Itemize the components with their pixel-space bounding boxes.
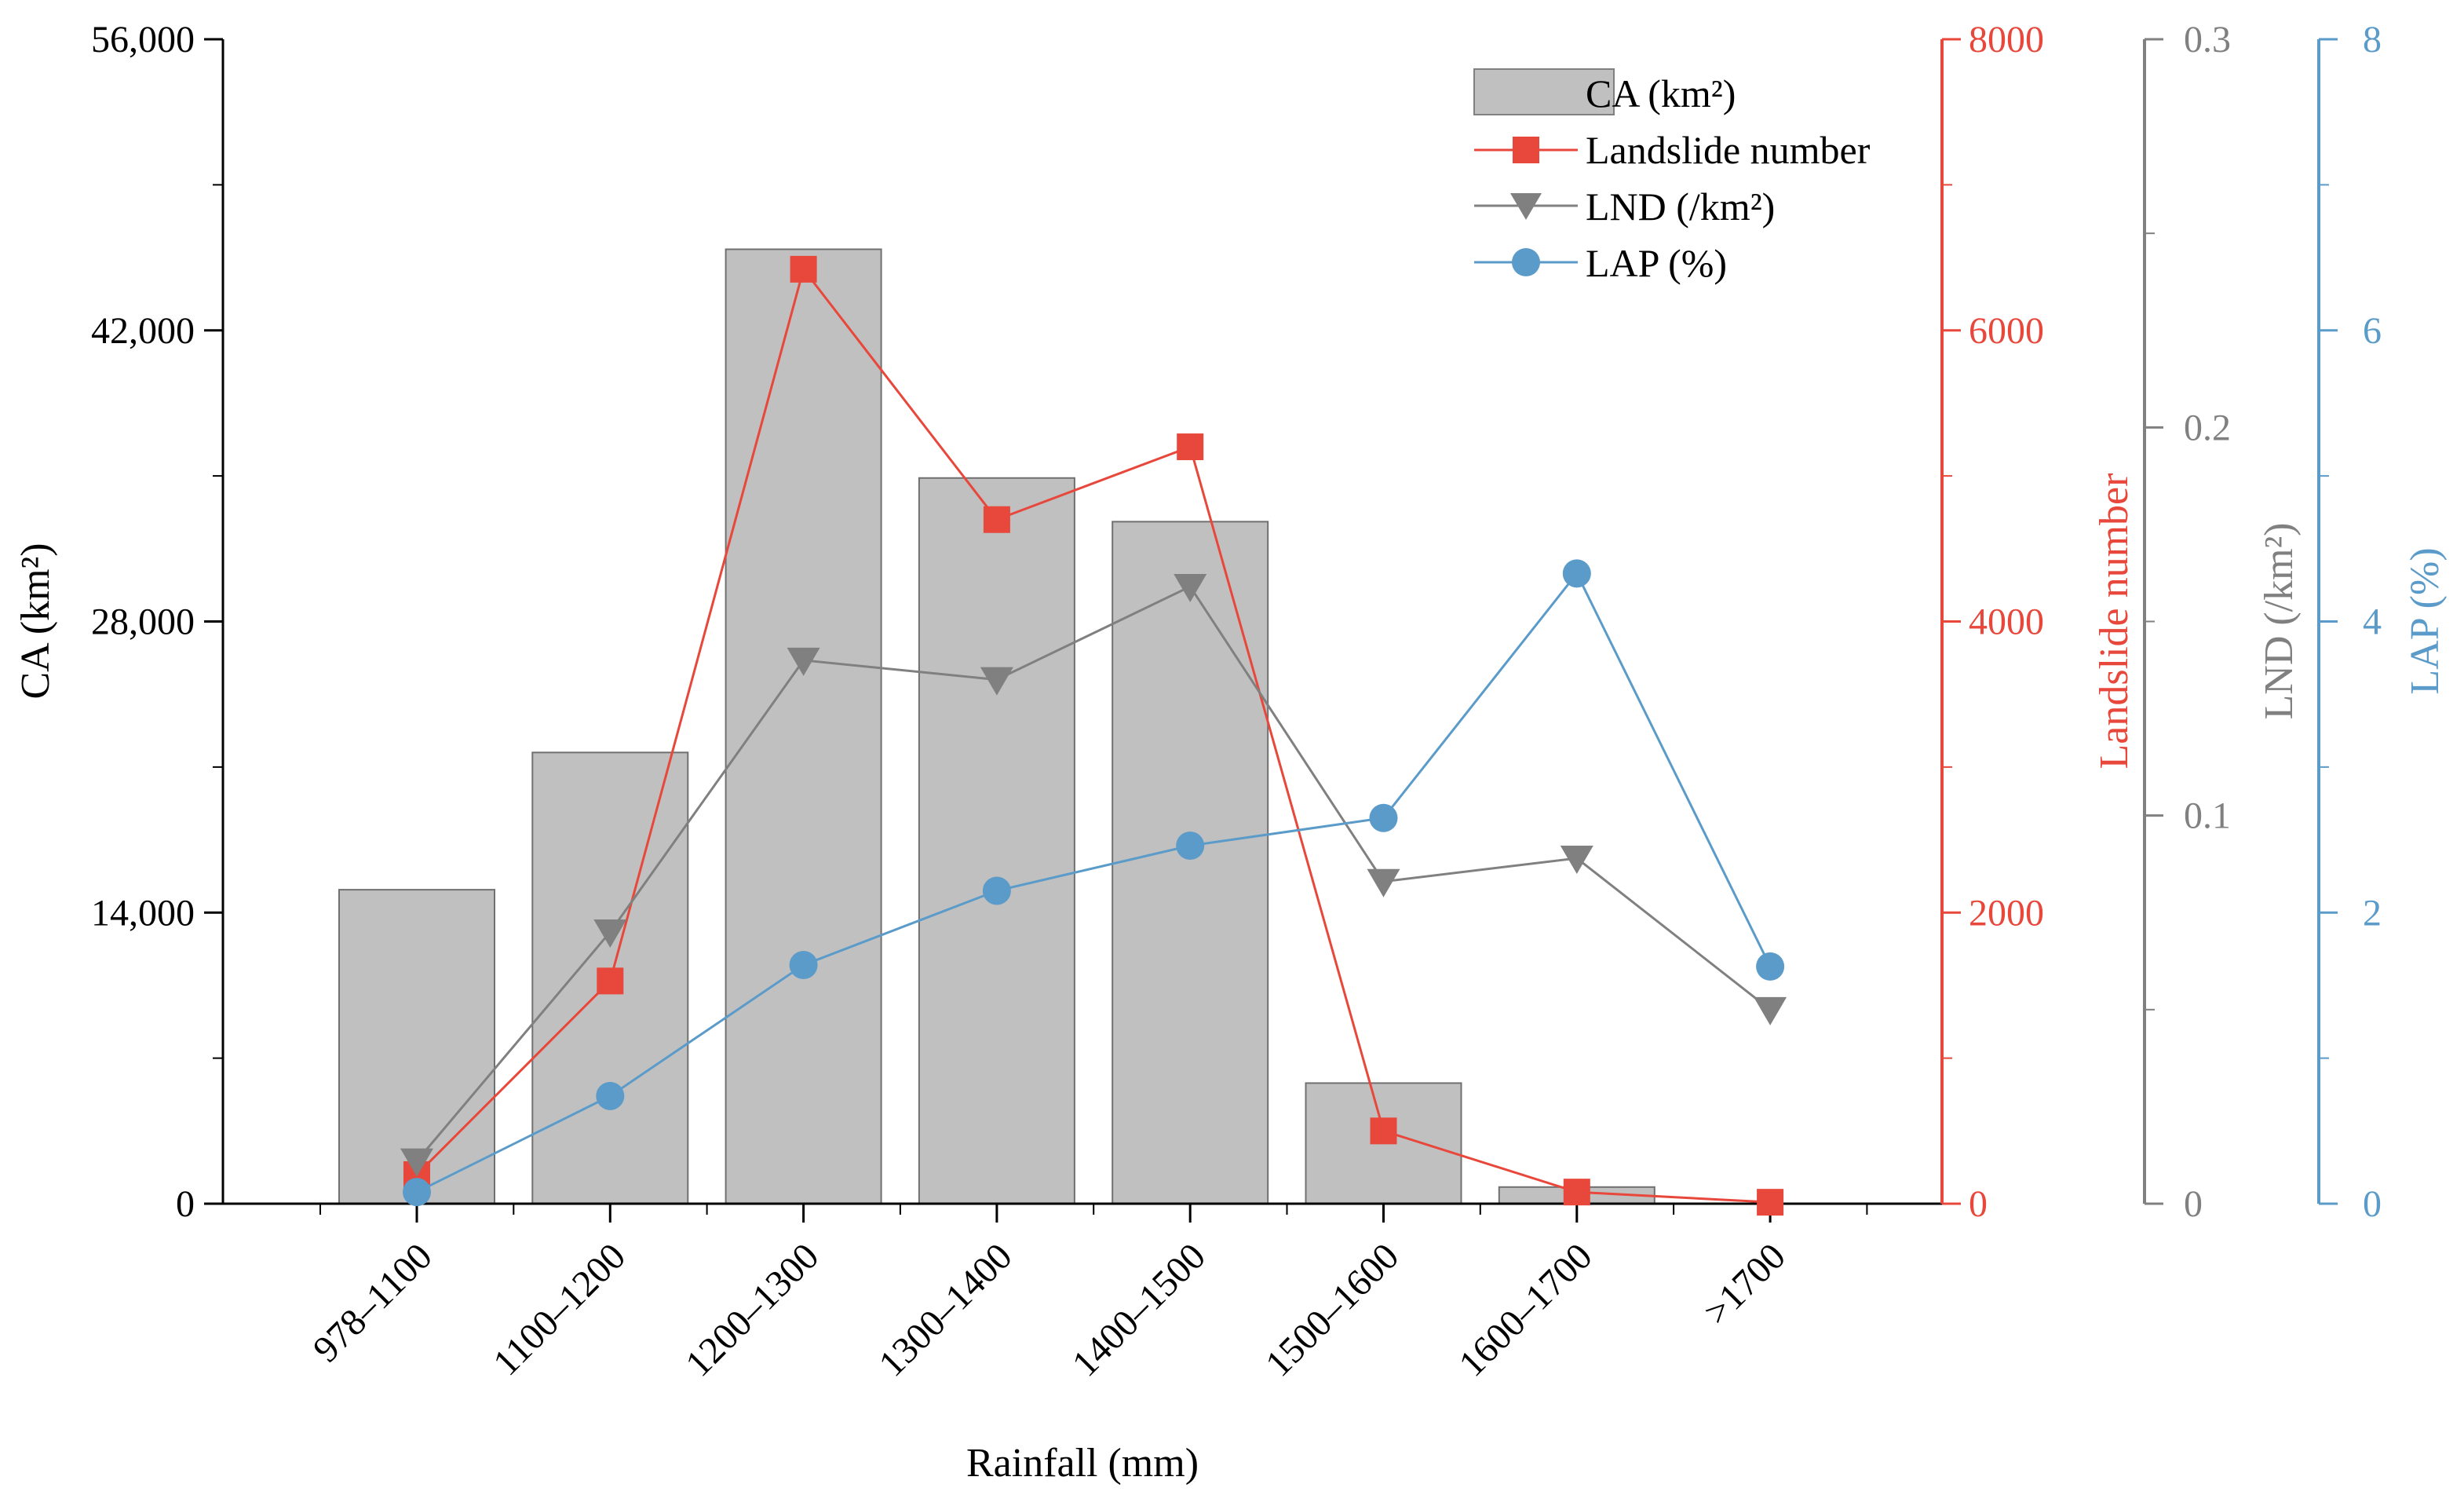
lap-point <box>403 1178 431 1207</box>
lnd-point <box>1367 868 1400 897</box>
lnd-point <box>1560 846 1593 875</box>
lap-tick-label: 8 <box>2363 19 2382 60</box>
lnd-series-line <box>415 585 1772 1162</box>
lnd-point <box>980 667 1013 696</box>
lap-series-line <box>416 571 1772 1193</box>
lnd-point <box>787 647 820 676</box>
landslide-point <box>1177 433 1204 461</box>
x-tick-label: 1600–1700 <box>1451 1235 1600 1384</box>
lap-tick-label: 2 <box>2363 892 2382 934</box>
lnd-point <box>1754 996 1787 1025</box>
lap-point <box>1562 559 1591 588</box>
lnd-point <box>1174 574 1207 603</box>
landslide-point <box>1370 1117 1397 1145</box>
x-tick-label: 1400–1500 <box>1064 1235 1214 1384</box>
lap-point <box>789 950 818 979</box>
lnd-tick-label: 0.1 <box>2184 795 2231 837</box>
landslide-point <box>983 506 1010 533</box>
x-tick-label: 1100–1200 <box>485 1235 633 1384</box>
landslide-tick-label: 8000 <box>1969 19 2044 60</box>
ca-axis-title: CA (km²) <box>13 543 58 699</box>
x-axis-title: Rainfall (mm) <box>966 1441 1199 1486</box>
legend: CA (km²) Landslide number LND (/km²) LAP… <box>1473 68 1871 285</box>
lap-point <box>1369 803 1398 832</box>
landslide-series-line <box>415 266 1771 1204</box>
bars-layer <box>338 248 1655 1205</box>
legend-label-lnd: LND (/km²) <box>1586 185 1775 228</box>
lap-point <box>1176 831 1205 860</box>
legend-item-ca: CA (km²) <box>1473 68 1736 115</box>
ca-tick-label: 14,000 <box>91 892 195 934</box>
landslide-tick-label: 2000 <box>1969 892 2044 934</box>
legend-label-lap: LAP (%) <box>1586 241 1727 285</box>
legend-item-lnd: LND (/km²) <box>1474 185 1775 228</box>
series-layer <box>400 255 1787 1216</box>
legend-label-ca: CA (km²) <box>1586 71 1736 115</box>
lap-tick-label: 4 <box>2363 601 2382 643</box>
ca-bar <box>918 477 1075 1204</box>
x-tick-label: 1200–1300 <box>677 1235 827 1384</box>
lnd-point <box>400 1148 433 1177</box>
landslide-tick-label: 0 <box>1969 1183 1988 1225</box>
landslide-point <box>790 255 817 283</box>
legend-swatch-ca <box>1473 68 1615 115</box>
landslide-point <box>1563 1179 1590 1206</box>
lnd-point <box>593 919 627 948</box>
ca-tick-label: 56,000 <box>91 19 195 60</box>
lnd-axis-title: LND (/km²) <box>2257 523 2302 720</box>
ca-tick-label: 42,000 <box>91 310 195 352</box>
legend-marker-triangle <box>1510 193 1542 220</box>
lap-point <box>982 876 1011 905</box>
x-tick-label: 1300–1400 <box>871 1235 1020 1384</box>
lap-tick-label: 6 <box>2363 310 2382 352</box>
landslide-tick-label: 6000 <box>1969 310 2044 352</box>
lap-tick-label: 0 <box>2363 1183 2382 1225</box>
lap-axis-title: LAP (%) <box>2403 547 2448 694</box>
landslide-point <box>1757 1189 1784 1216</box>
legend-item-lap: LAP (%) <box>1474 241 1727 285</box>
x-tick-label: 978–1100 <box>305 1235 440 1370</box>
ca-bar <box>1112 521 1269 1204</box>
lnd-tick-label: 0.2 <box>2184 407 2231 448</box>
ca-tick-label: 0 <box>176 1183 195 1225</box>
legend-marker-square <box>1513 137 1539 163</box>
landslide-point <box>597 967 624 995</box>
lnd-tick-label: 0.3 <box>2184 19 2231 60</box>
legend-label-landslide: Landslide number <box>1586 128 1871 172</box>
x-tick-label: 1500–1600 <box>1258 1235 1407 1384</box>
ca-bar <box>725 248 882 1205</box>
legend-item-landslide: Landslide number <box>1474 128 1871 172</box>
legend-marker-circle <box>1512 248 1540 276</box>
ca-tick-label: 28,000 <box>91 601 195 643</box>
landslide-axis-title: Landslide number <box>2092 473 2137 769</box>
landslide-tick-label: 4000 <box>1969 601 2044 643</box>
lnd-tick-label: 0 <box>2184 1183 2203 1225</box>
lap-point <box>596 1081 625 1110</box>
lap-point <box>1756 952 1785 981</box>
x-tick-label: >1700 <box>1696 1235 1794 1333</box>
